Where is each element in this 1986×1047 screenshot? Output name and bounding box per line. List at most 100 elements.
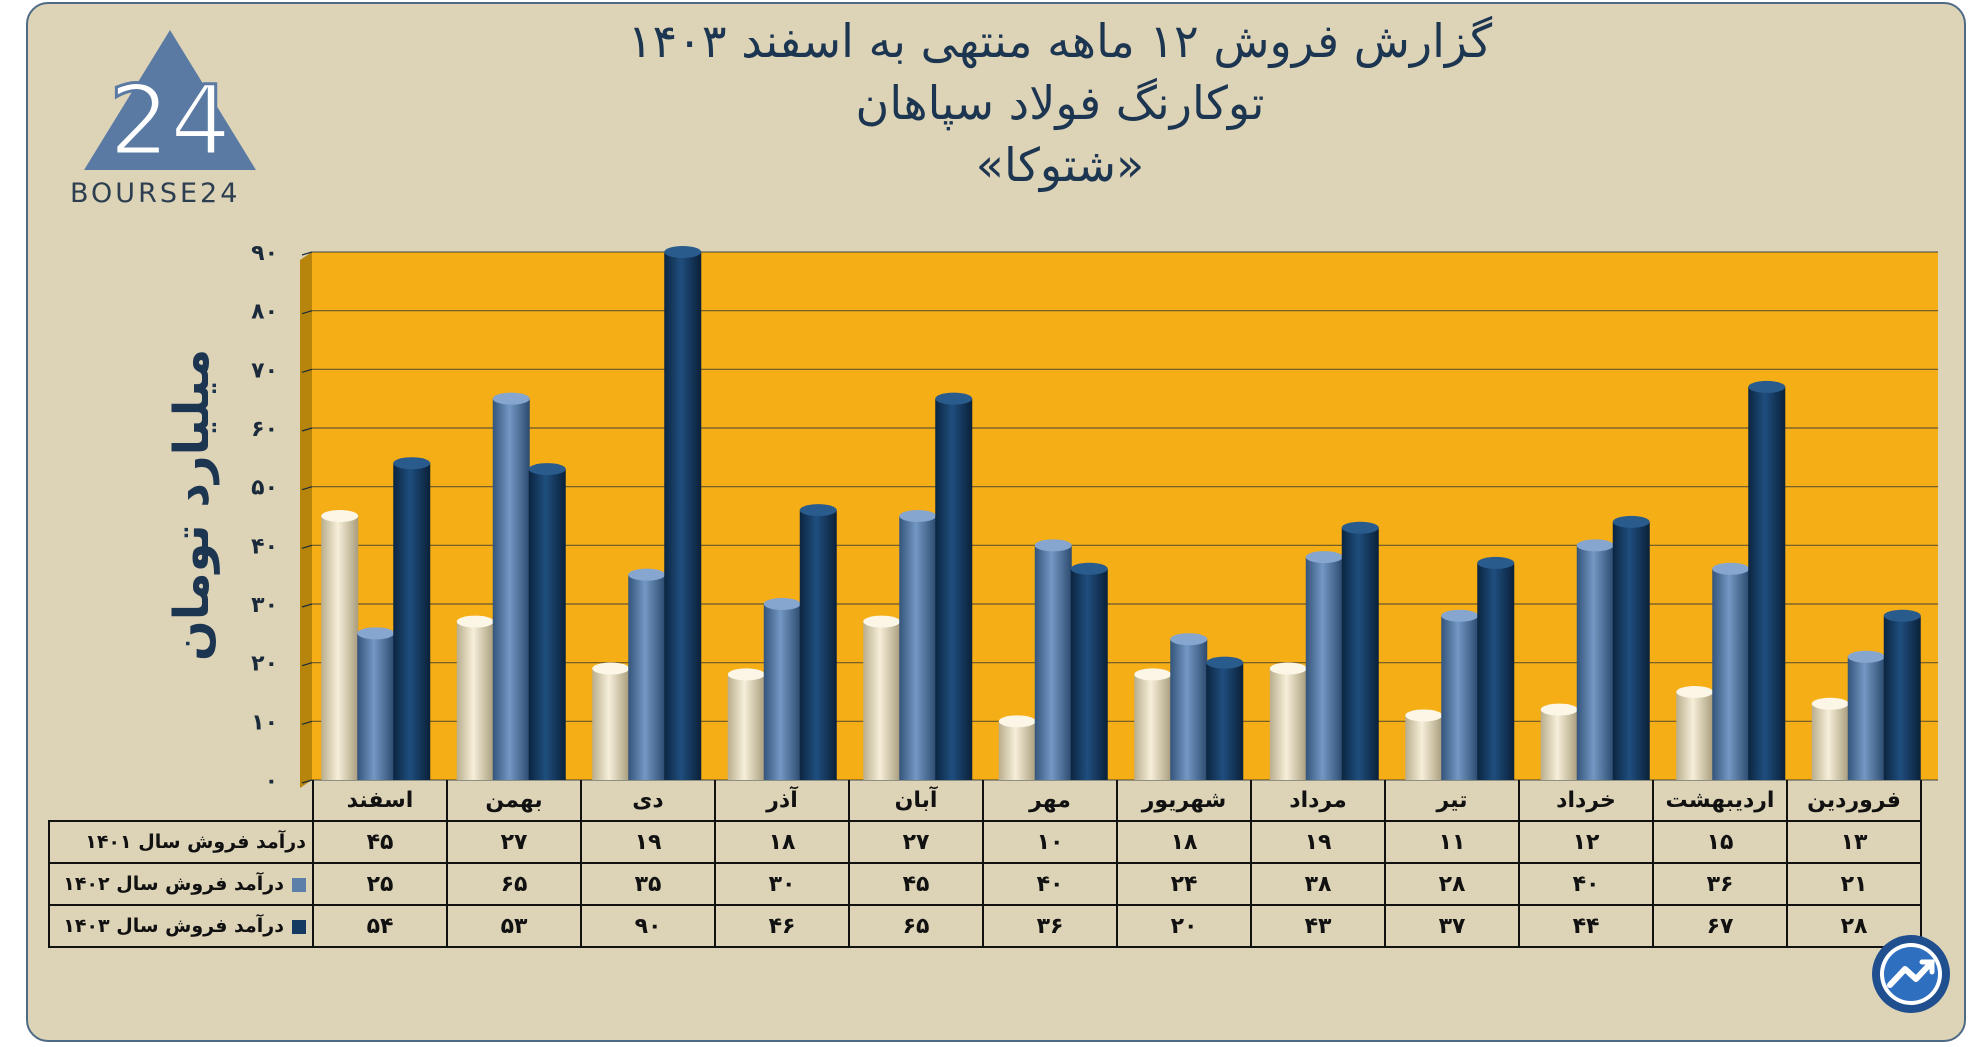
bar (799, 510, 837, 780)
bar-cap (1134, 668, 1172, 681)
bar-cap (799, 504, 837, 517)
series-label: درآمد فروش سال ۱۴۰۱ (48, 820, 314, 864)
data-label: ۵۴ (312, 904, 448, 948)
data-label: ۶۵ (446, 862, 582, 906)
data-label: ۲۷ (848, 820, 984, 864)
bar (935, 398, 973, 780)
grid-tick (301, 486, 313, 491)
bar-cap (1576, 539, 1614, 552)
data-label: ۱۱ (1384, 820, 1520, 864)
trend-arrow-icon (1872, 935, 1950, 1013)
bourse24-logo: 24 (84, 30, 256, 179)
bar (1748, 386, 1786, 780)
bar-cap (727, 668, 765, 681)
data-label: ۱۸ (714, 820, 850, 864)
bar (1847, 656, 1885, 780)
table-corner (49, 780, 314, 821)
y-tick-label: ۳۰ (251, 593, 278, 618)
data-label: ۱۹ (1250, 820, 1386, 864)
bar (321, 516, 359, 780)
data-label: ۳۸ (1250, 862, 1386, 906)
series-name: درآمد فروش سال ۱۴۰۱ (85, 831, 306, 853)
bar (1405, 715, 1443, 780)
data-label: ۳۰ (714, 862, 850, 906)
category-label: فروردین (1786, 780, 1922, 822)
data-label: ۴۴ (1518, 904, 1654, 948)
data-label: ۴۰ (1518, 862, 1654, 906)
grid-tick (301, 251, 313, 256)
logo-triangle-icon (84, 30, 256, 170)
data-label: ۳۶ (982, 904, 1118, 948)
bar (528, 469, 566, 780)
series-label: درآمد فروش سال ۱۴۰۳ (48, 904, 314, 948)
data-label: ۴۰ (982, 862, 1118, 906)
bar (1883, 615, 1921, 780)
bar-cap (1341, 521, 1379, 534)
bar-cap (1441, 609, 1479, 622)
grid-tick (301, 544, 313, 549)
category-label: خرداد (1518, 780, 1654, 822)
bar-cap (1170, 633, 1208, 646)
category-label: مهر (982, 780, 1118, 822)
bar (1034, 545, 1072, 780)
bar-cap (1612, 515, 1650, 528)
bar-cap (935, 392, 973, 405)
bar-cap (1811, 697, 1849, 710)
legend-swatch (292, 919, 306, 934)
plot-side-wall (300, 252, 312, 788)
data-label: ۳۷ (1384, 904, 1520, 948)
grid-tick (301, 603, 313, 608)
bar (1305, 557, 1343, 780)
data-label: ۵۳ (446, 904, 582, 948)
table-row: ۲۱ ۳۶ ۴۰ ۲۸ ۳۸ ۲۴ ۴۰ ۴۵ ۳۰ ۳۵ ۶۵ ۲۵ درآمد فروش سال ۱… (48, 862, 1922, 906)
series-name: درآمد فروش سال ۱۴۰۳ (63, 915, 284, 937)
bar-cap (1676, 686, 1714, 698)
bar-cap (592, 662, 630, 675)
category-label: آبان (848, 780, 984, 822)
data-label: ۴۶ (714, 904, 850, 948)
bar (1540, 709, 1578, 780)
bar (899, 516, 937, 780)
data-label: ۶۵ (848, 904, 984, 948)
title-line-3: «شتوکا» (975, 138, 1145, 192)
table-row: ۱۳ ۱۵ ۱۲ ۱۱ ۱۹ ۱۸ ۱۰ ۲۷ ۱۸ ۱۹ ۲۷ ۴۵ درآمد فروش سال ۱… (48, 820, 1922, 864)
grid-tick (301, 662, 313, 667)
series-label: درآمد فروش سال ۱۴۰۲ (48, 862, 314, 906)
title-line-1: گزارش فروش ۱۲ ماهه منتهی به اسفند ۱۴۰۳ (627, 14, 1493, 68)
bar-cap (998, 715, 1036, 728)
data-label: ۲۴ (1116, 862, 1252, 906)
bar (863, 621, 901, 780)
bar (1612, 521, 1650, 780)
data-label: ۲۱ (1786, 862, 1922, 906)
bar (592, 668, 630, 780)
data-label: ۲۷ (446, 820, 582, 864)
category-label: بهمن (446, 780, 582, 822)
bar-cap (899, 510, 937, 522)
data-label: ۲۸ (1384, 862, 1520, 906)
bar (1712, 568, 1750, 780)
bar-cap (1206, 656, 1244, 669)
logo-mark: 24 (109, 65, 231, 177)
data-label: ۲۰ (1116, 904, 1252, 948)
bar (1441, 615, 1479, 780)
bar-cap (1748, 380, 1786, 393)
data-label: ۱۰ (982, 820, 1118, 864)
data-label: ۱۸ (1116, 820, 1252, 864)
bar (1477, 562, 1515, 780)
data-label: ۴۳ (1250, 904, 1386, 948)
y-tick-label: ۸۰ (251, 300, 278, 325)
data-label: ۲۵ (312, 862, 448, 906)
plot-background (312, 252, 1938, 780)
y-tick-label: ۶۰ (251, 417, 278, 442)
bar (1206, 662, 1244, 780)
y-tick-label: ۹۰ (251, 241, 278, 266)
bar-cap (1305, 551, 1343, 564)
bar-cap (528, 463, 566, 476)
bar-cap (456, 615, 494, 628)
bar (628, 574, 666, 780)
bar-cap (1269, 662, 1307, 675)
bar-cap (1540, 703, 1578, 716)
bar (1341, 527, 1379, 780)
data-table: فروردین اردیبهشت خرداد تیر مرداد شهریور مهر آبا… (48, 780, 1922, 948)
